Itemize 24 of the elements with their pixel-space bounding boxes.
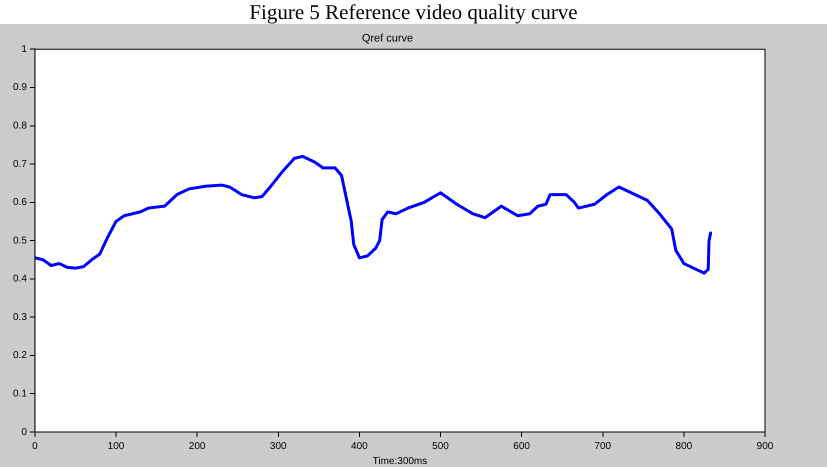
x-tick-label: 300 [270,440,288,452]
x-axis-title: Time:300ms [372,456,428,467]
y-tick-label: 0.4 [12,274,28,285]
x-tick-label: 600 [513,440,530,452]
y-tick-label: 0.9 [12,82,28,94]
y-tick-label: 0.3 [12,312,28,323]
y-tick-label: 0.2 [12,350,28,362]
x-tick-label: 900 [756,440,774,452]
y-tick-label: 0 [21,426,28,438]
x-tick-label: 0 [32,440,38,452]
chart-title: Qref curve [362,32,414,45]
y-tick-label: 1 [21,44,28,55]
y-tick-label: 0.6 [12,197,28,208]
y-tick-label: 0.8 [12,120,28,132]
x-tick-label: 700 [594,440,612,452]
caption: Figure 5 Reference video quality curve [248,0,579,24]
y-tick-label: 0.1 [12,388,28,400]
y-tick-label: 0.7 [12,158,28,170]
y-tick-label: 0.5 [12,235,28,246]
x-tick-label: 100 [108,440,125,452]
x-tick-label: 400 [351,440,368,452]
x-tick-label: 800 [676,440,693,452]
x-tick-label: 500 [432,440,450,452]
x-tick-label: 200 [188,440,206,452]
